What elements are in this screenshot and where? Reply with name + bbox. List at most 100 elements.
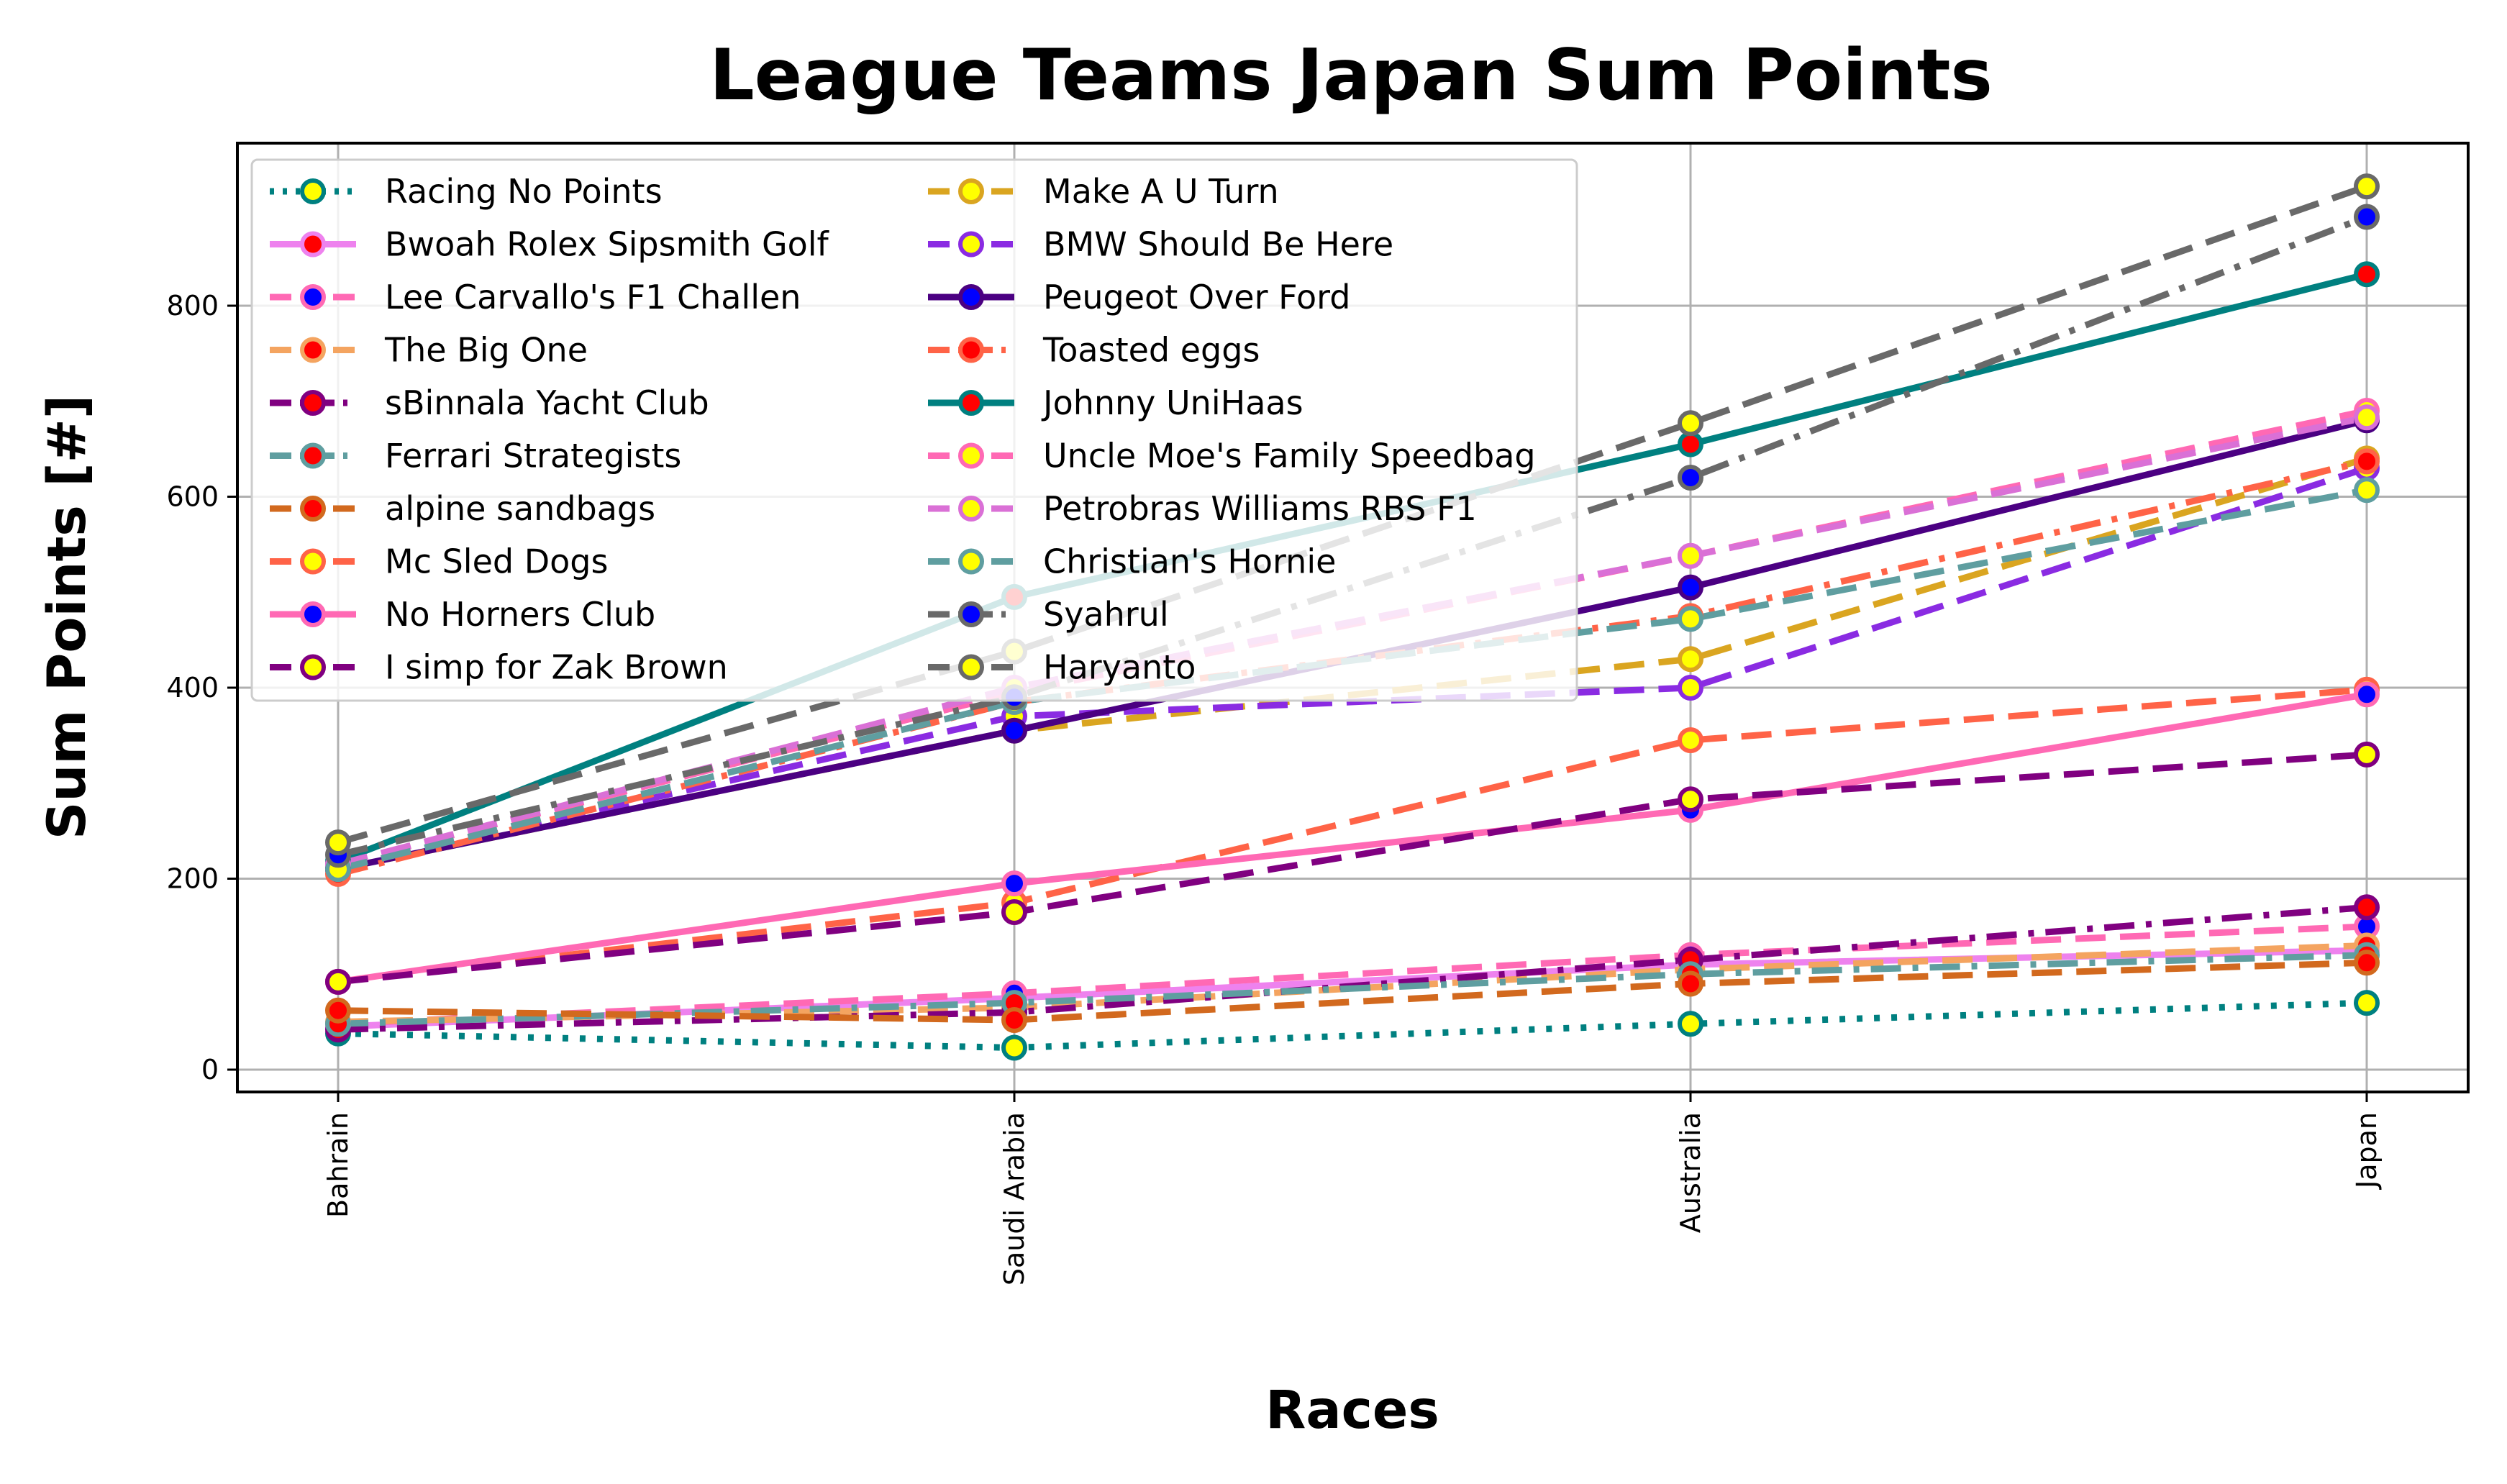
- legend-item-haryanto: Haryanto: [928, 648, 1196, 687]
- y-tick-label: 200: [166, 863, 219, 895]
- y-axis-ticks: 0 200 400 600 800: [166, 290, 237, 1085]
- legend-item-johnny-unihaas: Johnny UniHaas: [928, 383, 1303, 422]
- data-point-petrobras-williams-rbs-f1: [1678, 542, 1703, 569]
- data-point-no-horners-club: [2354, 681, 2380, 708]
- data-point-alpine-sandbags: [325, 997, 351, 1024]
- series-line-lee-carvallo-s-f1-challen: [337, 923, 2367, 1027]
- x-tick-label: Saudi Arabia: [998, 1112, 1030, 1285]
- legend-swatch-marker: [958, 548, 984, 575]
- legend-item-bwoah-rolex-sipsmith-golf: Bwoah Rolex Sipsmith Golf: [270, 225, 830, 264]
- legend-swatch-marker: [958, 654, 984, 680]
- data-point-i-simp-for-zak-brown: [2354, 741, 2380, 768]
- data-point-haryanto: [2354, 173, 2380, 200]
- legend-item-uncle-moe-s-family-speedbag: Uncle Moe's Family Speedbag: [928, 437, 1536, 475]
- x-tick-label: Australia: [1675, 1112, 1706, 1233]
- legend-item-the-big-one: The Big One: [270, 331, 588, 370]
- data-point-peugeot-over-ford: [1678, 574, 1703, 601]
- legend-swatch-marker: [958, 178, 984, 204]
- series-line-alpine-sandbags: [337, 959, 2367, 1024]
- legend-swatch-marker: [958, 231, 984, 258]
- legend-label: alpine sandbags: [385, 489, 655, 528]
- data-point-mc-sled-dogs: [1678, 727, 1703, 753]
- legend-label: Make A U Turn: [1043, 172, 1279, 211]
- chart-title: League Teams Japan Sum Points: [709, 35, 1993, 117]
- legend-swatch-marker: [958, 337, 984, 363]
- legend-swatch-marker: [300, 654, 326, 680]
- x-tick-label: Bahrain: [322, 1112, 354, 1218]
- legend-label: Lee Carvallo's F1 Challen: [385, 278, 801, 317]
- data-point-syahrul: [1678, 465, 1703, 491]
- y-tick-label: 0: [201, 1054, 219, 1085]
- data-point-racing-no-points: [2354, 990, 2380, 1016]
- data-point-peugeot-over-ford: [1001, 717, 1027, 744]
- series-line-bmw-should-be-here: [337, 465, 2368, 873]
- legend-swatch-marker: [300, 496, 326, 522]
- legend-swatch-marker: [300, 231, 326, 258]
- legend: Racing No Points Bwoah Rolex Sipsmith Gol…: [250, 158, 1578, 702]
- legend-box: [250, 158, 1578, 702]
- legend-label: Johnny UniHaas: [1041, 383, 1303, 422]
- data-point-alpine-sandbags: [1001, 1007, 1027, 1033]
- data-point-racing-no-points: [1678, 1011, 1703, 1037]
- series-line-ferrari-strategists: [337, 952, 2367, 1027]
- data-point-johnny-unihaas: [2354, 261, 2380, 288]
- legend-item-alpine-sandbags: alpine sandbags: [270, 489, 655, 528]
- y-axis-label: Sum Points [#]: [37, 395, 98, 839]
- legend-item-toasted-eggs: Toasted eggs: [928, 331, 1260, 370]
- legend-item-christian-s-hornie: Christian's Hornie: [928, 542, 1336, 581]
- series-line-racing-no-points: [337, 999, 2367, 1051]
- data-point-alpine-sandbags: [1678, 970, 1703, 997]
- x-axis-label: Races: [1265, 1380, 1439, 1441]
- data-point-petrobras-williams-rbs-f1: [2354, 404, 2380, 431]
- legend-label: sBinnala Yacht Club: [385, 383, 709, 422]
- y-tick-label: 600: [166, 481, 219, 513]
- legend-item-no-horners-club: No Horners Club: [270, 595, 655, 634]
- legend-swatch-marker: [958, 390, 984, 416]
- legend-label: No Horners Club: [385, 595, 655, 634]
- data-point-christian-s-hornie: [2354, 477, 2380, 504]
- legend-item-i-simp-for-zak-brown: I simp for Zak Brown: [270, 648, 728, 687]
- data-point-toasted-eggs: [2354, 448, 2380, 475]
- legend-item-mc-sled-dogs: Mc Sled Dogs: [270, 542, 608, 581]
- data-point-i-simp-for-zak-brown: [1678, 786, 1703, 813]
- legend-label: Mc Sled Dogs: [385, 542, 608, 581]
- data-point-haryanto: [325, 829, 351, 856]
- legend-swatch-marker: [958, 496, 984, 522]
- legend-label: The Big One: [384, 331, 588, 370]
- legend-swatch-marker: [300, 390, 326, 416]
- legend-swatch-marker: [958, 442, 984, 469]
- data-point-christian-s-hornie: [1678, 606, 1703, 632]
- legend-item-ferrari-strategists: Ferrari Strategists: [270, 437, 681, 475]
- data-point-i-simp-for-zak-brown: [325, 968, 351, 995]
- legend-label: BMW Should Be Here: [1043, 225, 1393, 264]
- legend-swatch-marker: [958, 284, 984, 310]
- data-point-johnny-unihaas: [1678, 431, 1703, 458]
- legend-item-syahrul: Syahrul: [928, 595, 1169, 634]
- legend-item-make-a-u-turn: Make A U Turn: [928, 172, 1279, 211]
- data-point-bmw-should-be-here: [1678, 675, 1703, 701]
- data-point-no-horners-club: [1001, 870, 1027, 897]
- legend-label: Uncle Moe's Family Speedbag: [1043, 437, 1536, 475]
- legend-item-peugeot-over-ford: Peugeot Over Ford: [928, 278, 1350, 317]
- x-axis-ticks: Bahrain Saudi Arabia Australia Japan: [322, 1092, 2383, 1285]
- legend-label: Peugeot Over Ford: [1043, 278, 1350, 317]
- data-point-i-simp-for-zak-brown: [1001, 899, 1027, 925]
- legend-label: Petrobras Williams RBS F1: [1043, 489, 1477, 528]
- legend-swatch-marker: [300, 178, 326, 204]
- data-point-alpine-sandbags: [2354, 950, 2380, 976]
- legend-item-sbinnala-yacht-club: sBinnala Yacht Club: [270, 383, 709, 422]
- legend-item-racing-no-points: Racing No Points: [270, 172, 663, 211]
- legend-swatch-marker: [300, 548, 326, 575]
- series-line-mc-sled-dogs: [337, 686, 2367, 985]
- legend-label: Racing No Points: [385, 172, 663, 211]
- plot-frame: [236, 142, 2470, 1093]
- legend-item-petrobras-williams-rbs-f1: Petrobras Williams RBS F1: [928, 489, 1477, 528]
- series-line-i-simp-for-zak-brown: [337, 751, 2367, 985]
- series-line-toasted-eggs: [337, 458, 2368, 878]
- legend-label: Ferrari Strategists: [385, 437, 681, 475]
- legend-swatch-marker: [300, 284, 326, 310]
- legend-swatch-marker: [300, 337, 326, 363]
- legend-label: I simp for Zak Brown: [385, 648, 728, 687]
- data-point-sbinnala-yacht-club: [2354, 894, 2380, 921]
